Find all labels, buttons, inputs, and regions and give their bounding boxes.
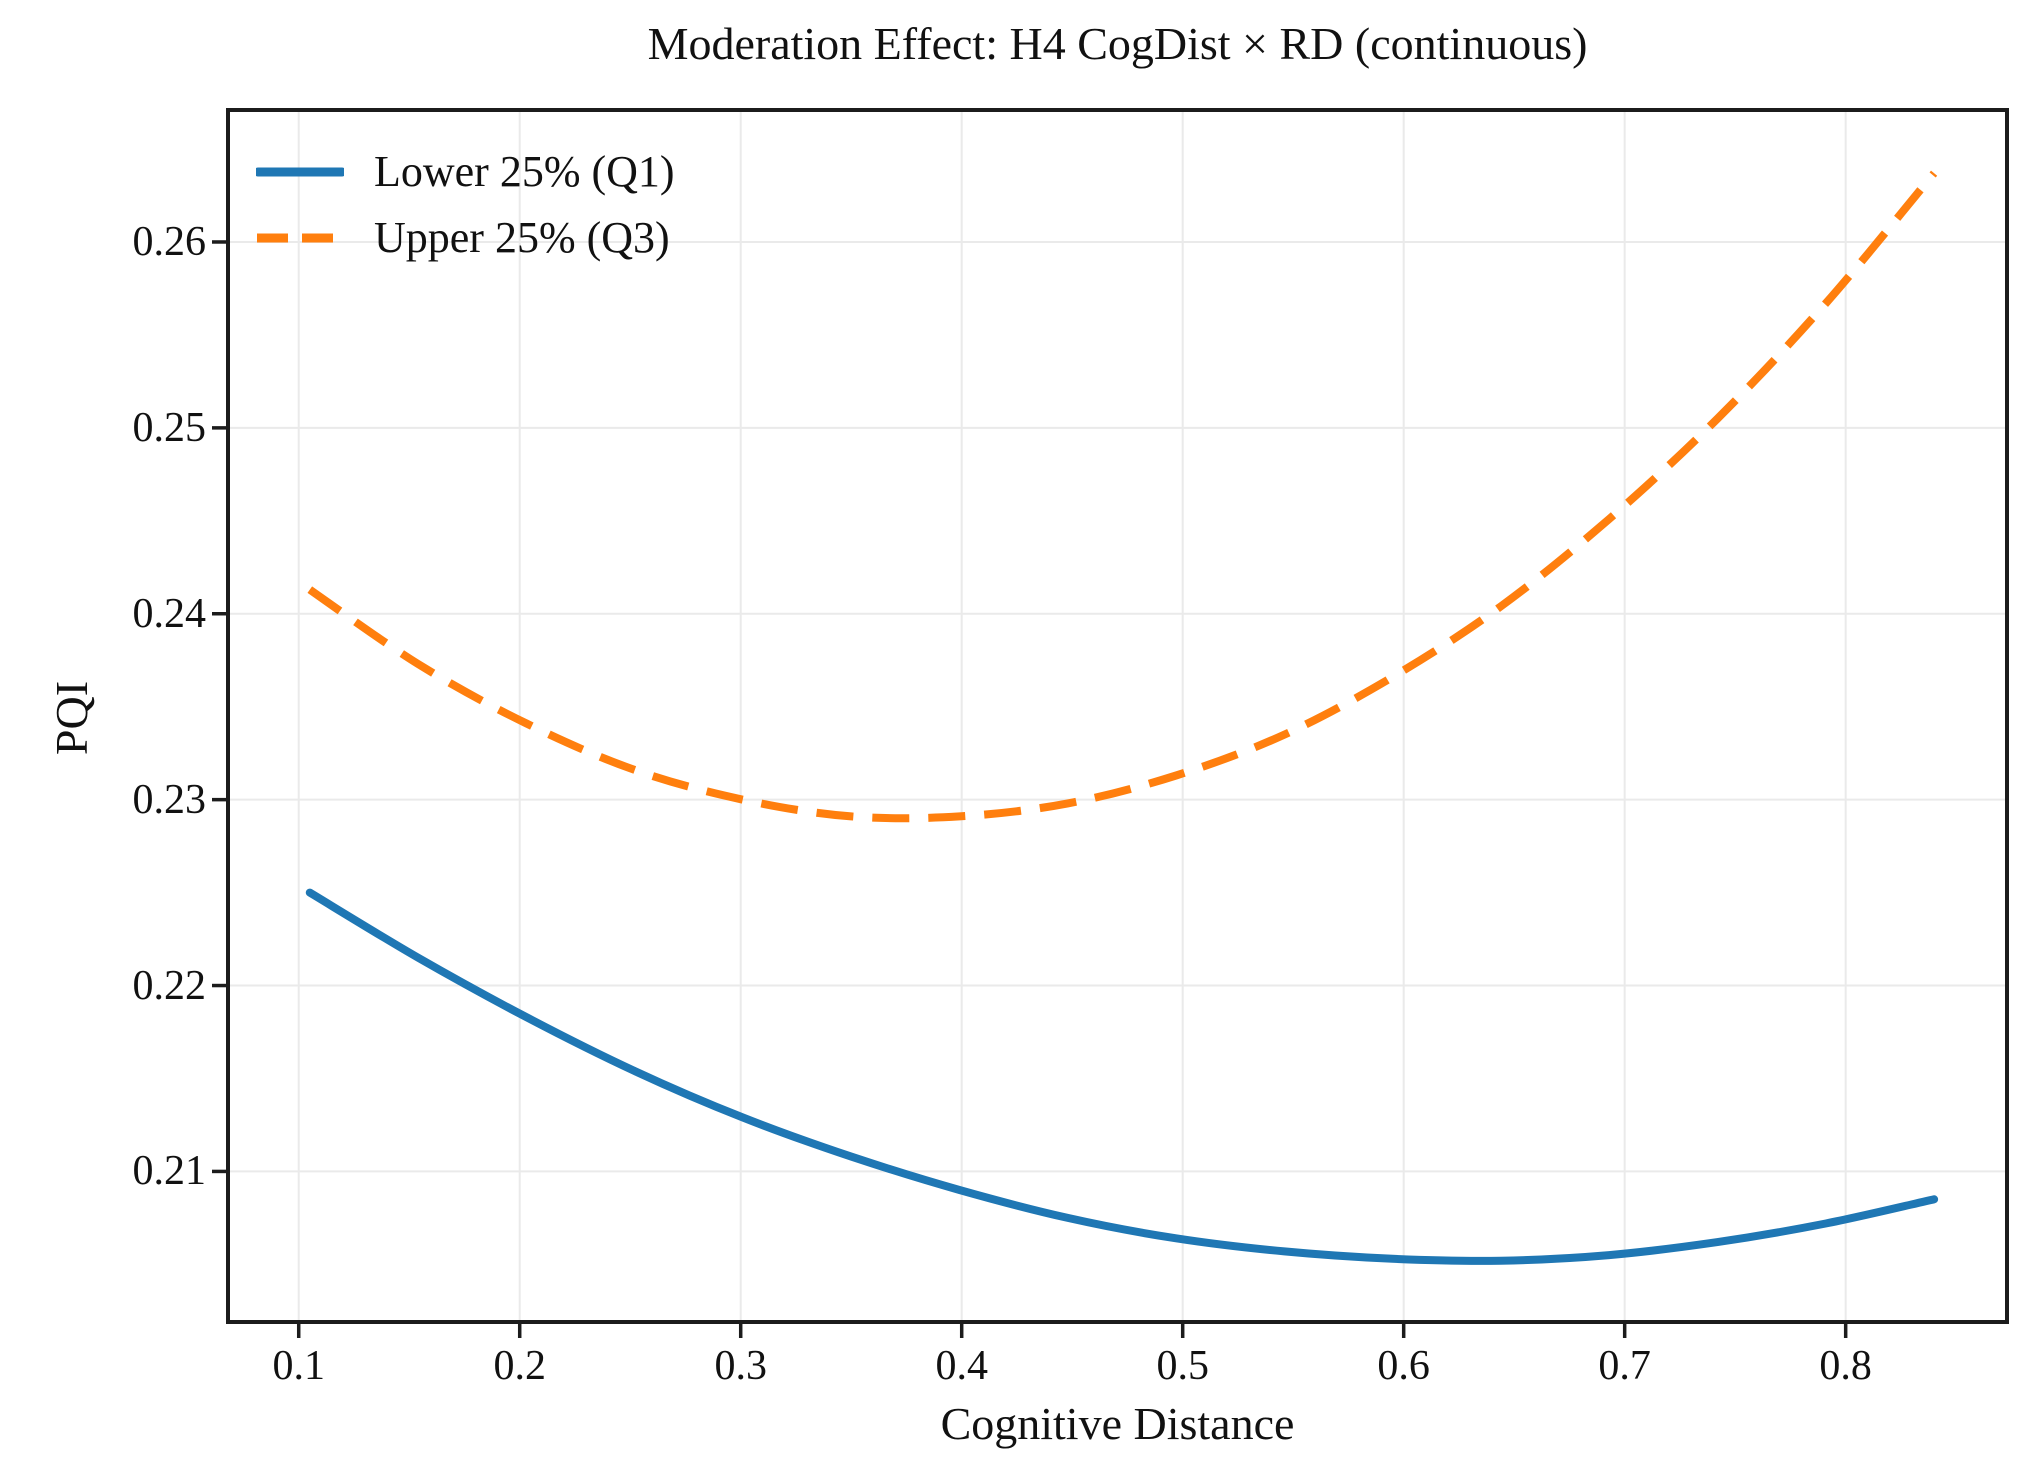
legend-item-q1: Lower 25% (Q1)	[256, 140, 675, 204]
legend: Lower 25% (Q1) Upper 25% (Q3)	[256, 140, 675, 270]
legend-label-q1: Lower 25% (Q1)	[374, 147, 675, 196]
x-tick-label-7: 0.8	[1819, 1343, 1872, 1389]
series-line-q1	[305, 888, 1939, 1265]
series-line-q3	[307, 170, 1938, 823]
y-tick-label-2: 0.23	[132, 776, 207, 823]
x-tick-label-0: 0.1	[272, 1343, 325, 1389]
y-tick-label-4: 0.25	[132, 404, 207, 451]
y-tick-label-5: 0.26	[132, 218, 207, 265]
x-tick-label-5: 0.6	[1377, 1343, 1430, 1389]
x-tick-label-4: 0.5	[1156, 1343, 1209, 1389]
x-tick-label-1: 0.2	[493, 1343, 546, 1389]
legend-line-q1-icon	[256, 167, 344, 177]
x-tick-label-6: 0.7	[1598, 1343, 1651, 1389]
chart-title: Moderation Effect: H4 CogDist × RD (cont…	[647, 18, 1588, 69]
x-tick-label-2: 0.3	[714, 1343, 767, 1389]
plot-border	[226, 108, 2009, 1324]
y-tick-label-1: 0.22	[132, 962, 207, 1009]
x-tick-label-3: 0.4	[935, 1343, 988, 1389]
x-axis-label: Cognitive Distance	[940, 1398, 1295, 1449]
y-tick-label-3: 0.24	[132, 590, 207, 637]
legend-item-q3: Upper 25% (Q3)	[256, 206, 675, 270]
y-axis-label: PQI	[46, 680, 97, 756]
legend-line-q3-icon	[257, 233, 343, 243]
legend-label-q3: Upper 25% (Q3)	[374, 213, 670, 262]
y-tick-label-0: 0.21	[132, 1148, 207, 1195]
